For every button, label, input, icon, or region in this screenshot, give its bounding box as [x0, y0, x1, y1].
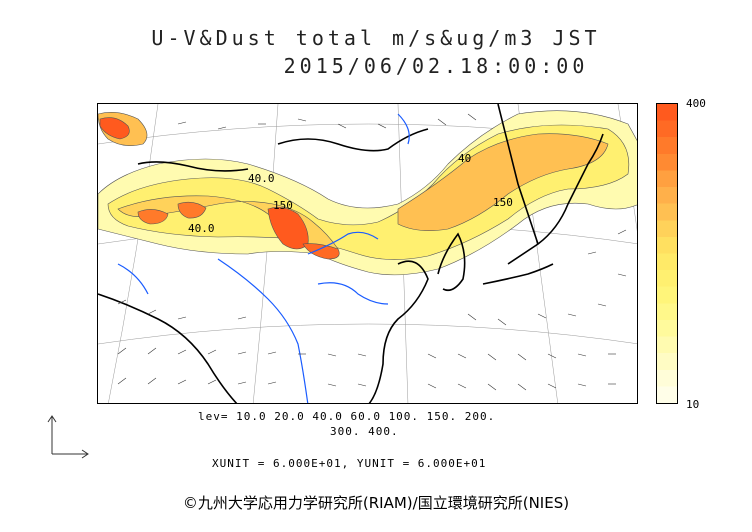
legend-color-bar — [656, 103, 678, 404]
dust-plume — [98, 110, 637, 276]
chart-title: U-V&Dust total m/s&ug/m3 JST — [151, 26, 601, 50]
contour-label: 150 — [493, 196, 513, 209]
contour-label: 40.0 — [188, 222, 215, 235]
dust-map: 40.0 150 40.0 150 40 — [97, 103, 638, 404]
contour-levels-line2: 300. 400. — [330, 425, 399, 438]
contour-label: 40.0 — [248, 172, 275, 185]
chart-timestamp: 2015/06/02.18:00:00 — [283, 54, 589, 78]
contour-levels-line1: lev= 10.0 20.0 40.0 60.0 100. 150. 200. — [198, 410, 496, 423]
plume-level-150 — [397, 133, 609, 231]
plume-hotspot-2 — [302, 243, 340, 260]
legend-max-label: 400 — [686, 97, 706, 110]
legend-min-label: 10 — [686, 398, 700, 411]
axis-arrows-icon — [47, 415, 89, 459]
contour-label: 40 — [458, 152, 471, 165]
coastlines — [98, 104, 604, 403]
rivers — [117, 113, 410, 403]
credit-text: ©九州大学応用力学研究所(RIAM)/国立環境研究所(NIES) — [182, 494, 570, 512]
plume-hotspot-4 — [177, 201, 207, 219]
units-text: XUNIT = 6.000E+01, YUNIT = 6.000E+01 — [212, 457, 487, 470]
plume-nw-hotspot — [99, 117, 130, 140]
contour-label: 150 — [273, 199, 293, 212]
wind-vectors — [117, 113, 627, 391]
plume-hotspot-3 — [137, 209, 169, 225]
